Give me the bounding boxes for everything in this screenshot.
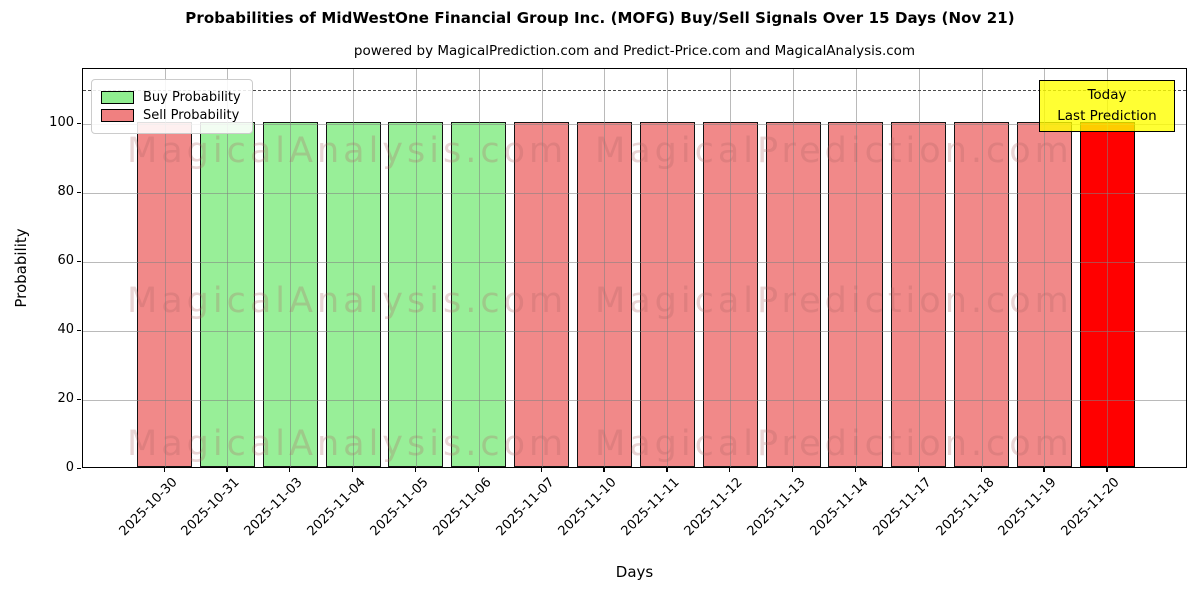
x-tick-2025-11-17: [917, 468, 919, 472]
page-title: Probabilities of MidWestOne Financial Gr…: [185, 9, 1015, 27]
x-tick-label-2025-11-07: 2025-11-07: [493, 475, 558, 540]
sell-swatch: [101, 109, 134, 122]
threshold-dashed-line: [83, 89, 1186, 91]
v-gridline-2025-11-05: [415, 69, 417, 467]
v-gridline-2025-11-19: [1044, 69, 1046, 467]
y-tick-0: [77, 468, 81, 470]
h-gridline-100: [83, 124, 1186, 126]
y-tick-20: [77, 399, 81, 401]
y-axis-label: Probability: [12, 228, 30, 308]
y-tick-label-20: 20: [57, 391, 74, 407]
x-tick-2025-10-31: [226, 468, 228, 472]
v-gridline-2025-11-12: [730, 69, 732, 467]
annotation-line-2: Last Prediction: [1057, 107, 1157, 124]
annotation-line-1: Today: [1087, 87, 1127, 103]
x-tick-2025-11-20: [1106, 468, 1108, 472]
x-tick-label-2025-10-31: 2025-10-31: [178, 475, 243, 540]
v-gridline-2025-11-17: [918, 69, 920, 467]
x-axis-label: Days: [615, 563, 654, 581]
v-gridline-2025-11-13: [793, 69, 794, 467]
x-tick-label-2025-10-30: 2025-10-30: [116, 475, 181, 540]
x-tick-label-2025-11-11: 2025-11-11: [618, 475, 683, 540]
x-tick-label-2025-11-20: 2025-11-20: [1058, 475, 1123, 540]
x-tick-2025-11-05: [414, 468, 417, 472]
x-tick-label-2025-11-04: 2025-11-04: [304, 475, 369, 540]
v-gridline-2025-11-14: [855, 69, 857, 467]
x-tick-label-2025-11-06: 2025-11-06: [430, 475, 495, 540]
y-tick-label-60: 60: [57, 253, 74, 269]
x-tick-label-2025-11-10: 2025-11-10: [556, 475, 621, 540]
x-tick-2025-11-18: [980, 468, 982, 472]
h-gridline-60: [83, 262, 1186, 264]
today-annotation: Today Last Prediction: [1039, 80, 1175, 132]
x-tick-label-2025-11-19: 2025-11-19: [995, 475, 1060, 540]
v-gridline-2025-10-31: [227, 69, 229, 467]
x-tick-2025-11-04: [352, 468, 354, 472]
y-tick-60: [77, 261, 81, 263]
plot-area: MagicalAnalysis.com MagicalPrediction.com…: [82, 68, 1187, 468]
h-gridline-40: [83, 331, 1186, 333]
v-gridline-2025-10-30: [164, 69, 166, 467]
y-tick-label-0: 0: [65, 460, 74, 475]
v-gridline-2025-11-03: [290, 69, 292, 467]
h-gridline-20: [83, 400, 1186, 402]
legend-label-sell: Sell Probability: [143, 108, 240, 123]
h-gridline-80: [83, 193, 1186, 195]
x-tick-2025-11-03: [289, 468, 291, 472]
x-tick-label-2025-11-13: 2025-11-13: [744, 475, 809, 540]
x-tick-label-2025-11-05: 2025-11-05: [367, 475, 432, 540]
x-tick-label-2025-11-12: 2025-11-12: [681, 475, 746, 540]
chart-subtitle: powered by MagicalPrediction.com and Pre…: [353, 43, 916, 59]
v-gridline-2025-11-06: [478, 69, 480, 467]
x-tick-2025-11-06: [477, 468, 480, 472]
x-tick-2025-11-13: [792, 468, 794, 472]
v-gridline-2025-11-10: [604, 69, 606, 467]
y-tick-label-80: 80: [57, 184, 74, 200]
x-tick-label-2025-11-17: 2025-11-17: [870, 475, 935, 540]
x-tick-2025-11-11: [666, 468, 668, 472]
y-tick-label-100: 100: [49, 115, 74, 131]
x-tick-2025-11-19: [1043, 468, 1045, 472]
legend-item-buy: Buy Probability: [101, 90, 241, 105]
legend: Buy Probability Sell Probability: [91, 79, 253, 134]
x-tick-2025-11-12: [729, 468, 731, 472]
x-tick-label-2025-11-03: 2025-11-03: [241, 475, 306, 540]
x-tick-2025-11-07: [540, 468, 542, 472]
y-tick-label-40: 40: [57, 322, 74, 338]
v-gridline-2025-11-11: [667, 69, 669, 467]
legend-item-sell: Sell Probability: [101, 108, 241, 123]
y-tick-40: [77, 330, 81, 332]
buy-swatch: [101, 91, 134, 104]
x-tick-2025-11-10: [603, 468, 605, 472]
y-tick-80: [77, 192, 81, 194]
x-tick-label-2025-11-14: 2025-11-14: [807, 475, 872, 540]
y-tick-100: [77, 123, 81, 125]
x-tick-2025-11-14: [854, 468, 857, 472]
v-gridline-2025-11-07: [541, 69, 543, 467]
v-gridline-2025-11-18: [981, 69, 983, 467]
x-tick-2025-10-30: [163, 468, 165, 472]
x-tick-label-2025-11-18: 2025-11-18: [933, 475, 998, 540]
v-gridline-2025-11-20: [1107, 69, 1109, 467]
legend-label-buy: Buy Probability: [143, 90, 241, 105]
v-gridline-2025-11-04: [353, 69, 355, 467]
